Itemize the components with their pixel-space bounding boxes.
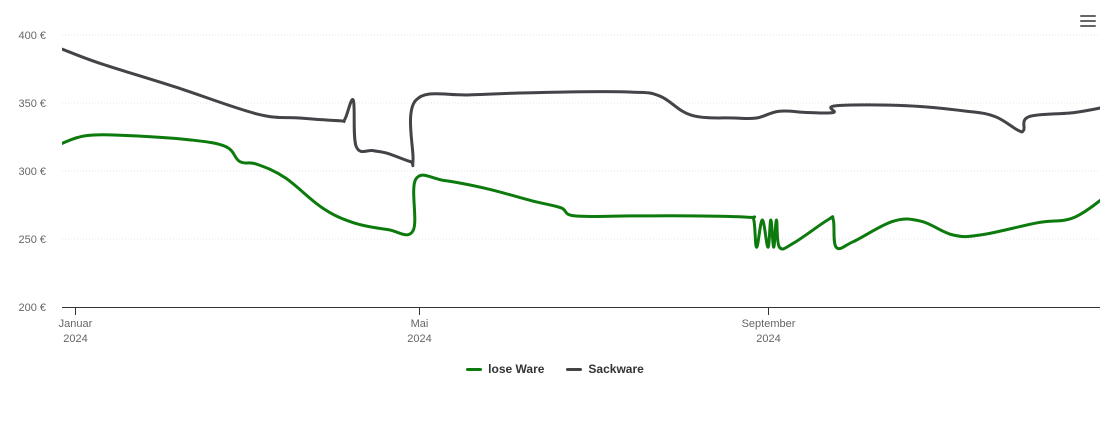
y-tick-label: 250 €	[18, 234, 46, 246]
x-tick-label-month: September	[742, 318, 796, 330]
x-tick-label-month: Januar	[59, 318, 93, 330]
y-tick-label: 350 €	[18, 98, 46, 110]
legend-swatch	[566, 367, 583, 371]
series-line-lose-ware	[62, 133, 1100, 251]
legend: lose Ware Sackware	[0, 362, 1110, 376]
y-tick-label: 200 €	[18, 302, 46, 314]
legend-item[interactable]: Sackware	[566, 362, 644, 376]
x-tick-label-month: Mai	[411, 318, 429, 330]
x-tick-label-year: 2024	[407, 333, 431, 345]
x-tick-label-year: 2024	[63, 333, 87, 345]
legend-swatch	[466, 367, 483, 371]
y-tick-label: 300 €	[18, 166, 46, 178]
legend-label: Sackware	[588, 362, 644, 376]
x-tick-label-year: 2024	[756, 333, 780, 345]
legend-item[interactable]: lose Ware	[466, 362, 544, 376]
y-tick-label: 400 €	[18, 30, 46, 42]
hamburger-menu-icon[interactable]	[1078, 12, 1098, 30]
legend-label: lose Ware	[488, 362, 545, 376]
series-line-sackware	[62, 47, 1100, 168]
